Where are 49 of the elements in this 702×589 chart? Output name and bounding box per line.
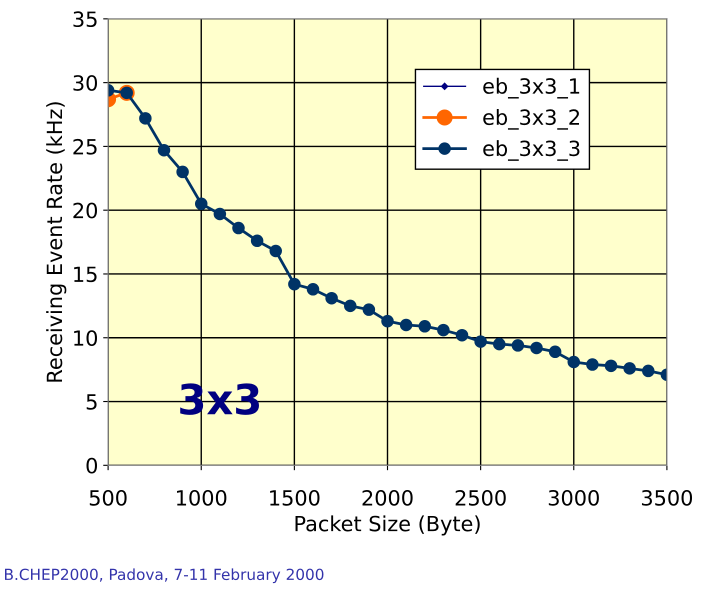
x-tick-label: 3500 bbox=[642, 490, 692, 506]
point bbox=[269, 244, 282, 258]
point bbox=[344, 300, 356, 312]
legend-label: eb_3x3_3 bbox=[483, 140, 580, 161]
point bbox=[456, 328, 468, 342]
point bbox=[288, 278, 301, 290]
point bbox=[306, 283, 320, 296]
point bbox=[493, 338, 506, 350]
point bbox=[214, 208, 226, 220]
y-axis-title: Receiving Event Rate (kHz) bbox=[46, 102, 66, 382]
point bbox=[194, 198, 208, 210]
y-tick-label: 15 bbox=[74, 266, 97, 282]
legend-label: eb_3x3_1 bbox=[483, 78, 580, 99]
y-tick-label: 30 bbox=[73, 75, 97, 91]
point bbox=[325, 292, 338, 304]
point bbox=[512, 339, 524, 352]
point bbox=[381, 314, 394, 328]
y-tick-label: 0 bbox=[86, 458, 97, 474]
point bbox=[400, 318, 412, 332]
x-tick-label: 3000 bbox=[548, 490, 599, 506]
point bbox=[474, 335, 487, 348]
y-tick-label: 20 bbox=[73, 202, 97, 218]
point bbox=[362, 303, 376, 316]
x-tick-label: 2000 bbox=[362, 490, 413, 506]
x-tick-label: 2500 bbox=[456, 490, 506, 506]
x-tick-label: 1000 bbox=[177, 490, 226, 506]
point bbox=[530, 342, 543, 354]
y-tick-label: 35 bbox=[73, 11, 97, 28]
point bbox=[176, 166, 189, 178]
x-axis-title: Packet Size (Byte) bbox=[296, 515, 480, 536]
point bbox=[158, 144, 170, 156]
point bbox=[232, 222, 245, 234]
point bbox=[548, 346, 562, 358]
point bbox=[437, 324, 450, 336]
point bbox=[604, 360, 618, 372]
point bbox=[642, 364, 655, 378]
x-tick-label: 1500 bbox=[270, 490, 320, 506]
text: B.CHEP2000, Padova, 7-11 February 2000 bbox=[5, 568, 324, 584]
y-tick-label: 10 bbox=[74, 330, 97, 346]
point bbox=[139, 112, 152, 125]
legend-label: eb_3x3_2 bbox=[483, 108, 580, 130]
y-tick-label: 5 bbox=[86, 394, 97, 410]
point bbox=[568, 356, 580, 368]
point bbox=[250, 234, 264, 248]
point bbox=[586, 358, 599, 371]
x-tick-label: 500 bbox=[90, 490, 127, 506]
point bbox=[623, 362, 636, 375]
y-tick-label: 25 bbox=[73, 138, 97, 155]
point bbox=[418, 320, 432, 333]
